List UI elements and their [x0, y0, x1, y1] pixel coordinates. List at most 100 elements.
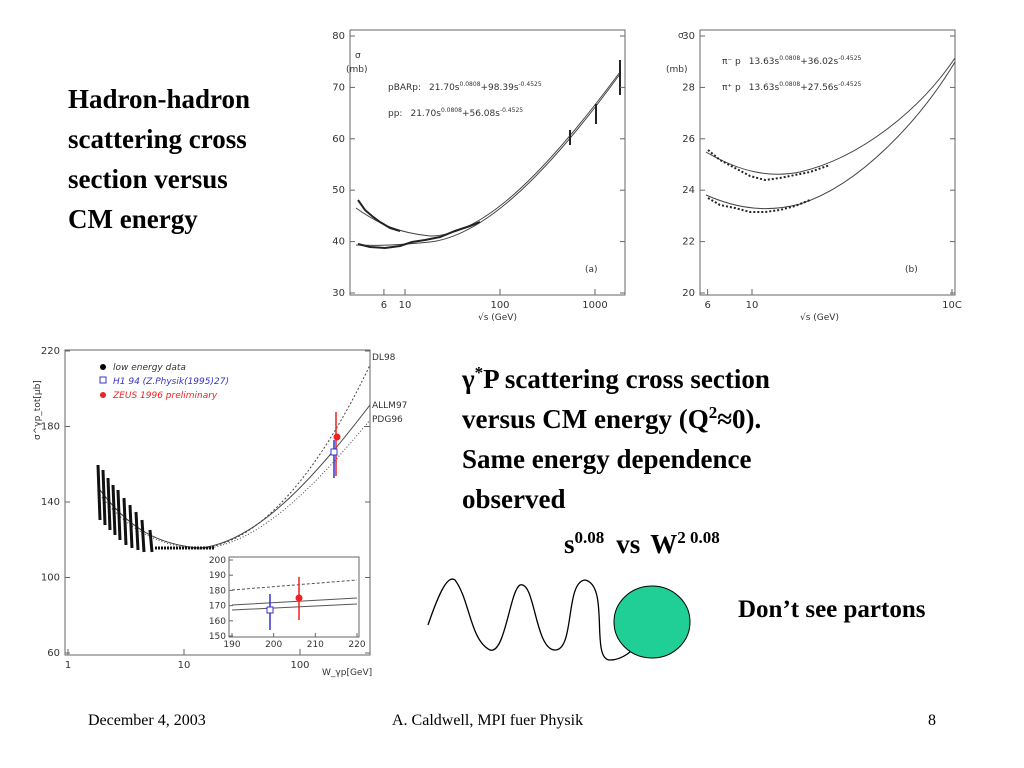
- legend-entry: low energy data: [113, 363, 186, 373]
- y-label: (mb): [666, 65, 688, 75]
- frame: [699, 29, 956, 296]
- curve-label: PDG96: [372, 415, 403, 425]
- text-line: versus CM energy (Q2≈0).: [462, 403, 761, 434]
- y-tick-label: 220: [41, 346, 60, 357]
- plot-b: σ (mb) √s (GeV) (b) 20 22 24 26 28 30 6 10 10C π⁻…: [666, 29, 962, 323]
- plot-c: σ^γp_tot[μb] W_γp[GeV] low energy data H…: [33, 346, 407, 678]
- formula-exp: -0.4525: [519, 81, 542, 88]
- legend-marker: [100, 364, 106, 370]
- formula: pBARp: 21.70s0.0808+98.39s-0.4525: [388, 81, 542, 93]
- x-tick-label: 10C: [942, 300, 962, 311]
- heading-line: Hadron-hadron: [68, 84, 250, 114]
- text: vs: [616, 529, 640, 559]
- proton: [613, 585, 691, 659]
- y-label: σ: [678, 31, 684, 41]
- formula-exp: 0.0808: [779, 55, 800, 62]
- formula-name: π⁻ p: [722, 57, 741, 67]
- curve: [231, 597, 358, 611]
- x-tick-label: 10: [399, 300, 412, 311]
- curve: [355, 73, 621, 246]
- curve: [99, 404, 371, 549]
- inset-x-tick-label: 200: [265, 640, 282, 650]
- partons-text: Don’t see partons: [738, 596, 926, 623]
- x-tick-label: 100: [290, 660, 309, 671]
- inset-frame: [228, 556, 360, 638]
- y-tick-label: 40: [332, 237, 345, 248]
- formula: π⁺ p 13.63s0.0808+27.56s-0.4525: [722, 81, 862, 93]
- text: ≈0).: [717, 404, 761, 434]
- text-line: s0.08 vs W2 0.08: [564, 528, 720, 559]
- superscript: 2: [709, 403, 718, 422]
- data-point: [295, 594, 303, 602]
- superscript: 2 0.08: [677, 528, 720, 547]
- y-label: σ^γp_tot[μb]: [33, 380, 43, 440]
- text: P scattering cross section: [483, 364, 770, 394]
- x-tick-label: 10: [178, 660, 191, 671]
- panel-label: (b): [905, 265, 918, 275]
- inset-y-tick-label: 160: [209, 617, 226, 627]
- y-tick-label: 60: [47, 648, 60, 659]
- y-tick-label: 26: [682, 134, 695, 145]
- panel-label: (a): [585, 265, 598, 275]
- curve: [705, 57, 956, 175]
- y-tick-label: 50: [332, 185, 345, 196]
- y-tick-label: 70: [332, 82, 345, 93]
- plot-a: σ (mb) √s (GeV) (a) 30 40 50 60 70 80 6 10 100 10…: [332, 29, 626, 323]
- footer-page: 8: [928, 712, 936, 729]
- text-line: Same energy dependence: [462, 444, 751, 474]
- inset-x-tick-label: 190: [223, 640, 240, 650]
- y-tick-label: 22: [682, 237, 695, 248]
- formula-exp: -0.4525: [838, 81, 861, 88]
- formula-exp: 0.0808: [441, 107, 462, 114]
- formula-exp: -0.4525: [500, 107, 523, 114]
- curve: [99, 419, 371, 550]
- legend-entry: H1 94 (Z.Physik(1995)27): [113, 377, 229, 387]
- data-points: [707, 149, 831, 213]
- formula: π⁻ p 13.63s0.0808+36.02s-0.4525: [722, 55, 862, 67]
- formula-exp: 0.0808: [460, 81, 481, 88]
- inset-y-tick-label: 190: [209, 571, 226, 581]
- data-point: [330, 448, 338, 456]
- description: γ*P scattering cross section versus CM e…: [461, 363, 770, 559]
- data-point: [266, 606, 274, 614]
- superscript: 0.08: [575, 528, 605, 547]
- curve: [705, 61, 956, 210]
- footer-date: December 4, 2003: [88, 712, 206, 729]
- data-point: [333, 433, 341, 441]
- y-tick-label: 20: [682, 288, 695, 299]
- inset-y-tick-label: 200: [209, 556, 226, 566]
- inset-y-tick-label: 180: [209, 586, 226, 596]
- text: versus CM energy (Q: [462, 404, 709, 434]
- x-tick-label: 1000: [582, 300, 607, 311]
- x-tick-label: 6: [704, 300, 710, 311]
- heading-line: section versus: [68, 164, 228, 194]
- frame: [349, 29, 626, 296]
- y-tick-label: 30: [682, 31, 695, 42]
- data-points: [357, 60, 621, 250]
- y-tick-label: 140: [41, 497, 60, 508]
- y-tick-label: 180: [41, 422, 60, 433]
- symbol: γ: [461, 364, 475, 394]
- y-tick-label: 60: [332, 134, 345, 145]
- y-label: (mb): [346, 65, 368, 75]
- heading-line: scattering cross: [68, 124, 247, 154]
- x-tick-label: 6: [381, 300, 387, 311]
- legend-entry: ZEUS 1996 preliminary: [112, 391, 218, 401]
- formula-name: π⁺ p: [722, 83, 741, 93]
- x-label: W_γp[GeV]: [322, 668, 372, 678]
- formula-part: 21.70s: [429, 83, 460, 93]
- squiggle: [427, 578, 691, 661]
- formula-exp: 0.0808: [779, 81, 800, 88]
- formula-name: pBARp:: [388, 83, 421, 93]
- text: s: [564, 529, 575, 559]
- legend-marker: [100, 392, 106, 398]
- curve-label: DL98: [372, 353, 396, 363]
- y-tick-label: 24: [682, 185, 695, 196]
- curve-label: ALLM97: [372, 401, 407, 411]
- inset-y-tick-label: 170: [209, 602, 226, 612]
- inset-y-tick-label: 150: [209, 632, 226, 642]
- x-label: √s (GeV): [478, 312, 517, 323]
- text: W: [650, 529, 677, 559]
